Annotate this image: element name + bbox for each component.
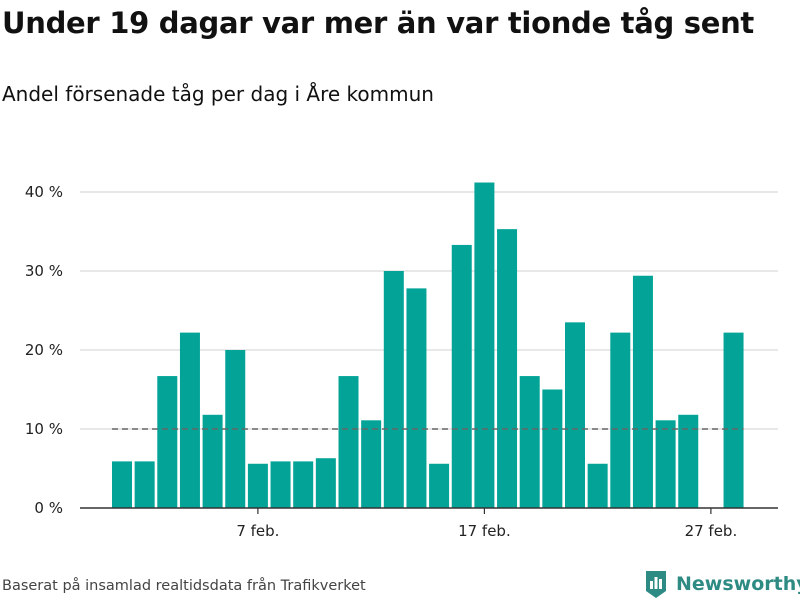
bar bbox=[338, 376, 359, 508]
y-axis-ticks: 0 % 10 % 20 % 30 % 40 % bbox=[25, 183, 63, 517]
bar-chart: 0 % 10 % 20 % 30 % 40 % 7 feb. 17 feb. 27 feb. bbox=[25, 182, 778, 540]
x-tick-label: 27 feb. bbox=[685, 522, 738, 540]
bar bbox=[157, 376, 178, 508]
bar bbox=[587, 463, 608, 508]
brand-logo[interactable]: Newsworthy bbox=[644, 568, 800, 600]
x-tick-label: 17 feb. bbox=[458, 522, 511, 540]
bar bbox=[565, 322, 585, 508]
source-note: Baserat på insamlad realtidsdata från Tr… bbox=[2, 578, 366, 594]
bar bbox=[519, 376, 540, 508]
y-tick-label: 20 % bbox=[25, 341, 63, 359]
y-tick-label: 40 % bbox=[25, 183, 63, 201]
bar bbox=[655, 420, 676, 508]
chart-title: Under 19 dagar var mer än var tionde tåg… bbox=[2, 6, 754, 40]
bar bbox=[632, 275, 653, 508]
y-tick-label: 10 % bbox=[25, 420, 63, 438]
bar bbox=[542, 389, 563, 508]
brand-name: Newsworthy bbox=[676, 573, 800, 595]
bar bbox=[270, 461, 291, 508]
newsworthy-logo-icon bbox=[646, 571, 666, 598]
y-tick-label: 0 % bbox=[34, 499, 63, 517]
bar bbox=[202, 414, 223, 508]
bar bbox=[134, 461, 155, 508]
bar bbox=[247, 463, 268, 508]
x-axis: 7 feb. 17 feb. 27 feb. bbox=[80, 507, 778, 540]
bar bbox=[361, 420, 382, 508]
bar bbox=[315, 458, 336, 508]
bar bbox=[474, 182, 495, 508]
bar bbox=[406, 288, 427, 508]
bar bbox=[723, 332, 744, 508]
bar bbox=[678, 414, 699, 508]
x-tick-label: 7 feb. bbox=[236, 522, 279, 540]
bar bbox=[383, 271, 404, 508]
bar bbox=[293, 461, 314, 508]
bar bbox=[179, 332, 200, 508]
bar bbox=[497, 229, 518, 508]
bar bbox=[610, 332, 631, 508]
y-tick-label: 30 % bbox=[25, 262, 63, 280]
bar bbox=[112, 461, 132, 508]
bar bbox=[451, 244, 472, 508]
chart-subtitle: Andel försenade tåg per dag i Åre kommun bbox=[2, 82, 434, 106]
bars bbox=[112, 182, 744, 508]
bar bbox=[429, 463, 450, 508]
